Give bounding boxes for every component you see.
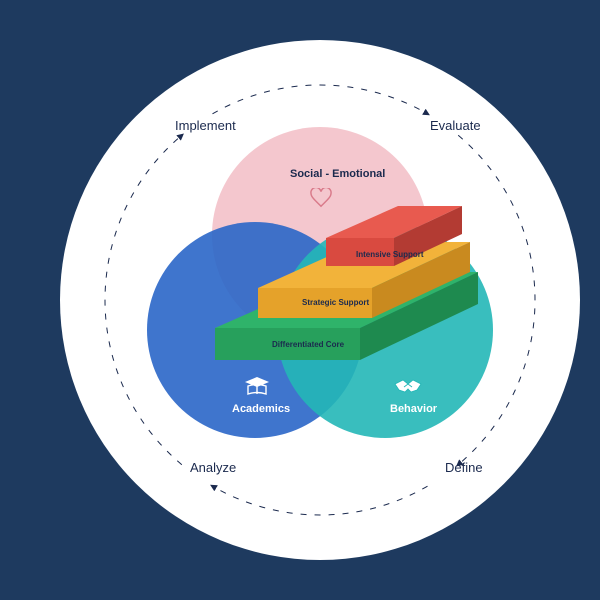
tier-label-1: Strategic Support [302,298,369,307]
cycle-label-analyze: Analyze [190,460,236,475]
cycle-label-define: Define [445,460,483,475]
venn-label-right: Behavior [390,403,437,415]
venn-label-left: Academics [232,403,290,415]
cycle-label-evaluate: Evaluate [430,118,481,133]
cycle-label-implement: Implement [175,118,236,133]
tier-label-0: Differentiated Core [272,340,344,349]
handshake-icon [393,376,423,396]
academic-icon [244,376,270,398]
venn-label-top: Social - Emotional [290,168,385,180]
tier-label-2: Intensive Support [356,250,424,259]
heart-icon [310,188,332,208]
